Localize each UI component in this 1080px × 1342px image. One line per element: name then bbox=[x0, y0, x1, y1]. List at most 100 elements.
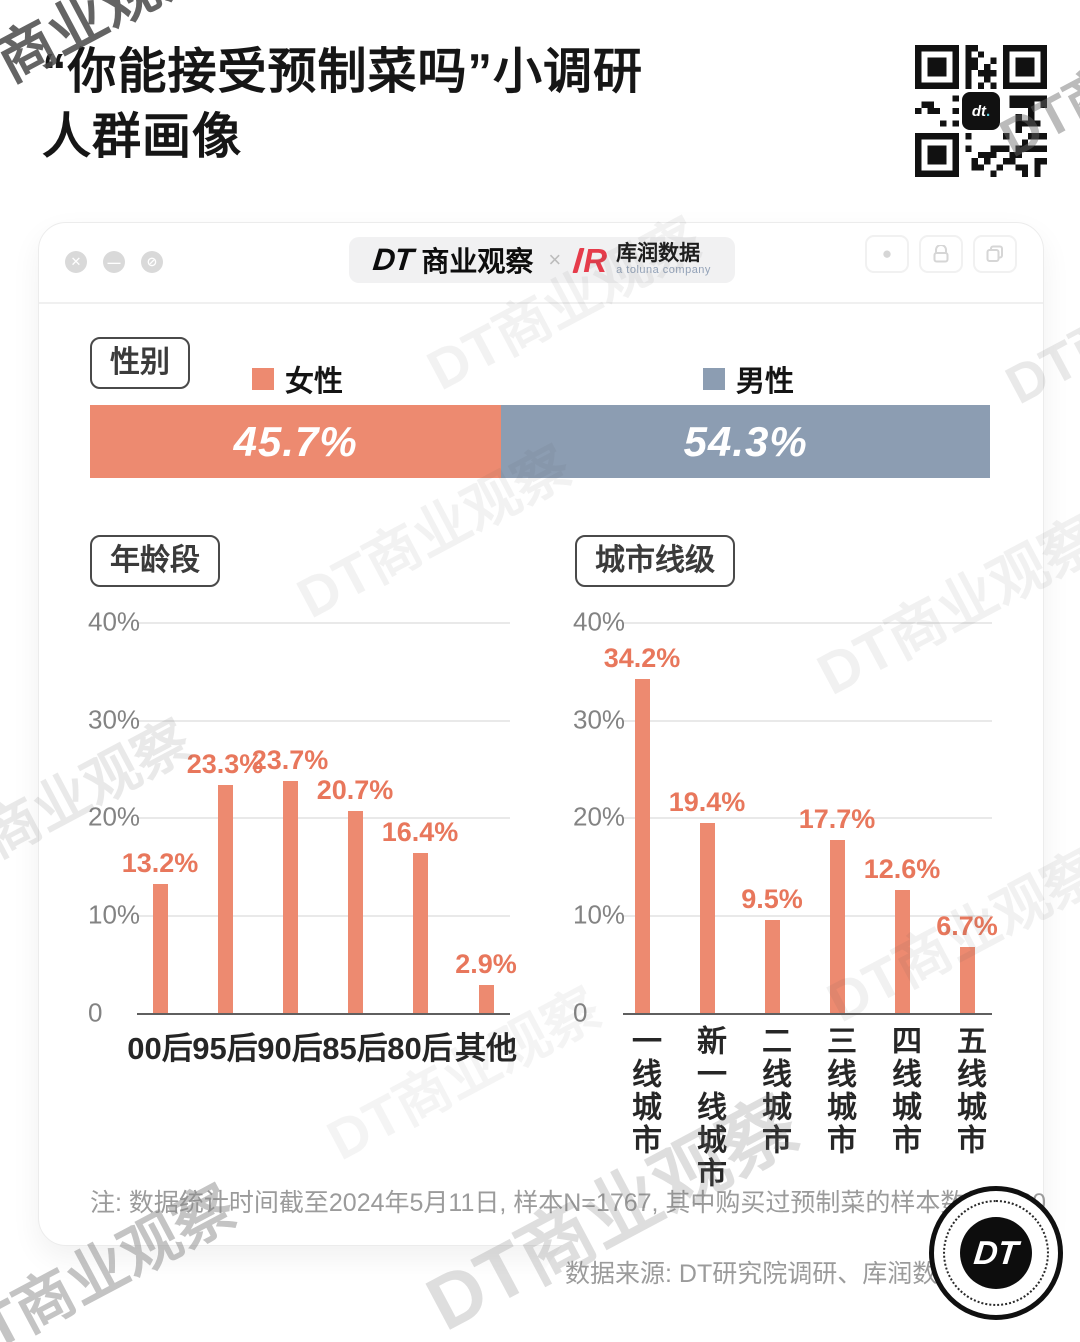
dt-badge-logo: DT bbox=[929, 1186, 1063, 1320]
bar bbox=[699, 823, 715, 1013]
legend-female-label: 女性 bbox=[285, 366, 344, 398]
y-gridline bbox=[137, 719, 510, 722]
x-category-label: 四线城市 bbox=[887, 1025, 920, 1157]
x-category-label: 五线城市 bbox=[952, 1025, 985, 1157]
bar-value-label: 2.9% bbox=[455, 949, 517, 979]
male-bar-segment: 54.3% bbox=[501, 405, 990, 478]
dt-logo: DT bbox=[371, 242, 415, 277]
x-category-label: 三线城市 bbox=[822, 1025, 855, 1157]
bar bbox=[217, 785, 233, 1013]
legend-female: 女性 bbox=[252, 358, 343, 400]
partner-name: 库润数据 bbox=[616, 242, 701, 266]
copy-icon[interactable] bbox=[973, 235, 1017, 273]
bar-value-label: 9.5% bbox=[741, 884, 803, 914]
y-gridline bbox=[623, 915, 992, 918]
female-swatch bbox=[252, 368, 274, 390]
x-category-label: 一线城市 bbox=[627, 1025, 660, 1157]
legend-male: 男性 bbox=[703, 358, 794, 400]
y-tick-label: 30% bbox=[88, 704, 141, 735]
badge-core: DT bbox=[960, 1217, 1032, 1289]
y-gridline bbox=[137, 817, 510, 820]
bar bbox=[894, 890, 910, 1013]
bar-value-label: 20.7% bbox=[316, 775, 394, 805]
lock-icon[interactable] bbox=[919, 235, 963, 273]
y-tick-label: 0 bbox=[573, 997, 588, 1028]
y-tick-label: 20% bbox=[88, 801, 141, 832]
section-label-gender: 性别 bbox=[90, 337, 190, 389]
bar-value-label: 6.7% bbox=[936, 911, 998, 941]
y-tick-label: 0 bbox=[88, 997, 103, 1028]
header-actions: ● bbox=[865, 235, 1017, 273]
close-icon[interactable]: ✕ bbox=[65, 251, 87, 273]
age-bar-chart: 40% 30% 20% 10% 0 13.2% 00后 23.3% 95后 23.7% 90后 20.… bbox=[80, 600, 520, 1070]
bar bbox=[478, 985, 494, 1013]
bar-value-label: 17.7% bbox=[798, 804, 876, 834]
x-category-label: 85后 bbox=[322, 1031, 388, 1066]
x-category-label: 其他 bbox=[455, 1031, 517, 1066]
x-category-label: 90后 bbox=[257, 1031, 323, 1066]
multiply-icon: × bbox=[548, 247, 562, 272]
window-card: ✕ — ⊘ DT 商业观察 × R 库润数据 a toluna company … bbox=[38, 222, 1044, 1246]
y-gridline bbox=[623, 817, 992, 820]
page-title-line2: 人群画像 bbox=[42, 109, 243, 164]
male-value: 54.3% bbox=[683, 417, 808, 465]
partner-tagline: a toluna company bbox=[616, 264, 711, 277]
y-tick-label: 10% bbox=[573, 899, 626, 930]
y-gridline bbox=[623, 621, 992, 624]
bar-value-label: 19.4% bbox=[668, 787, 746, 817]
bar-value-label: 34.2% bbox=[603, 643, 681, 673]
bar-value-label: 23.3% bbox=[186, 749, 264, 779]
bar bbox=[282, 781, 298, 1013]
bar bbox=[829, 840, 845, 1013]
window-header: ✕ — ⊘ DT 商业观察 × R 库润数据 a toluna company … bbox=[39, 223, 1043, 304]
bar bbox=[959, 947, 975, 1013]
y-tick-label: 10% bbox=[88, 899, 141, 930]
bar-value-label: 16.4% bbox=[381, 817, 459, 847]
dt-qr-logo: dt. bbox=[962, 92, 1000, 130]
window-controls: ✕ — ⊘ bbox=[65, 251, 163, 273]
page-title-line1: “你能接受预制菜吗”小调研 bbox=[42, 45, 644, 99]
y-tick-label: 40% bbox=[88, 606, 141, 637]
minimize-icon[interactable]: — bbox=[103, 251, 125, 273]
bar bbox=[347, 811, 363, 1013]
blocked-icon[interactable]: ⊘ bbox=[141, 251, 163, 273]
partner-lockup: 库润数据 a toluna company bbox=[616, 243, 711, 277]
x-category-label: 95后 bbox=[192, 1031, 258, 1066]
legend-male-label: 男性 bbox=[736, 366, 795, 398]
x-axis-line bbox=[137, 1013, 510, 1015]
y-tick-label: 20% bbox=[573, 801, 626, 832]
x-category-label: 80后 bbox=[387, 1031, 453, 1066]
y-gridline bbox=[137, 915, 510, 918]
y-tick-label: 30% bbox=[573, 704, 626, 735]
bar bbox=[634, 679, 650, 1013]
bar-value-label: 12.6% bbox=[863, 854, 941, 884]
x-category-label: 二线城市 bbox=[757, 1025, 790, 1157]
bar-value-label: 13.2% bbox=[121, 848, 199, 878]
x-category-label: 00后 bbox=[127, 1031, 193, 1066]
bar bbox=[152, 884, 168, 1013]
brand-lockup: DT 商业观察 × R 库润数据 a toluna company bbox=[349, 237, 735, 283]
footnote: 注: 数据统计时间截至2024年5月11日, 样本N=1767, 其中购买过预制… bbox=[90, 1189, 1047, 1217]
y-tick-label: 40% bbox=[573, 606, 626, 637]
data-source: 数据来源: DT研究院调研、库润数据 bbox=[565, 1260, 963, 1288]
qr-pattern bbox=[915, 45, 1047, 177]
gender-stacked-bar: 45.7% 54.3% bbox=[90, 405, 990, 478]
city-tier-bar-chart: 40% 30% 20% 10% 0 34.2% 一线城市 19.4% 新一线城市 9.5% 二线城市… bbox=[565, 600, 1015, 1220]
y-gridline bbox=[137, 621, 510, 624]
bar-value-label: 23.7% bbox=[251, 745, 329, 775]
female-value: 45.7% bbox=[233, 417, 358, 465]
section-label-city: 城市线级 bbox=[575, 535, 735, 587]
kurun-logo-icon: R bbox=[572, 244, 607, 277]
y-gridline bbox=[623, 719, 992, 722]
bar bbox=[764, 920, 780, 1013]
x-category-label: 新一线城市 bbox=[692, 1025, 725, 1190]
record-icon[interactable]: ● bbox=[865, 235, 909, 273]
brand-name: 商业观察 bbox=[421, 246, 534, 277]
page-title: “你能接受预制菜吗”小调研 人群画像 bbox=[42, 40, 882, 169]
badge-dotted-ring bbox=[943, 1200, 1049, 1306]
x-axis-line bbox=[623, 1013, 992, 1015]
female-bar-segment: 45.7% bbox=[90, 405, 502, 478]
male-swatch bbox=[703, 368, 725, 390]
qr-code: dt. bbox=[915, 45, 1047, 177]
